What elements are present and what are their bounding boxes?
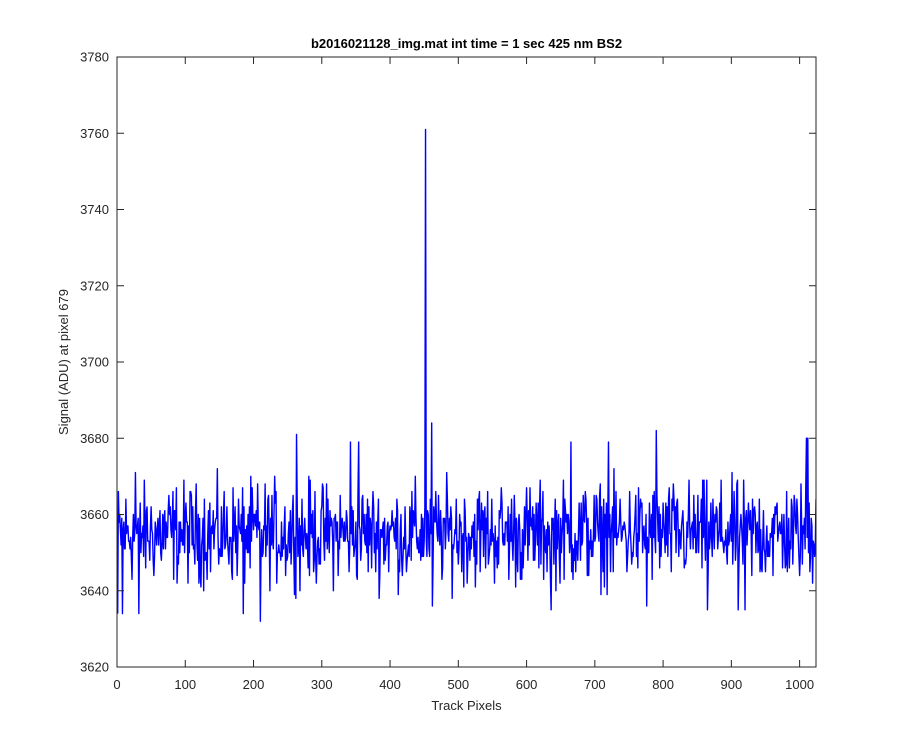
x-tick-label: 500 (447, 677, 469, 692)
series-layer (117, 128, 816, 622)
y-tick-label: 3740 (80, 202, 109, 217)
y-tick-label: 3720 (80, 278, 109, 293)
y-tick-label: 3620 (80, 660, 109, 675)
x-tick-label: 300 (311, 677, 333, 692)
y-axis-label: Signal (ADU) at pixel 679 (56, 289, 71, 435)
y-tick-label: 3660 (80, 507, 109, 522)
y-tick-label: 3640 (80, 583, 109, 598)
x-axis-label: Track Pixels (431, 698, 502, 713)
signal-series-line (117, 128, 816, 622)
y-tick-label: 3680 (80, 431, 109, 446)
chart-title: b2016021128_img.mat int time = 1 sec 425… (311, 36, 622, 51)
x-tick-label: 600 (516, 677, 538, 692)
x-tick-label: 900 (721, 677, 743, 692)
x-tick-label: 100 (174, 677, 196, 692)
x-tick-label: 200 (243, 677, 265, 692)
x-tick-label: 0 (113, 677, 120, 692)
y-tick-label: 3760 (80, 126, 109, 141)
y-tick-label: 3700 (80, 355, 109, 370)
x-tick-label: 700 (584, 677, 606, 692)
y-tick-label: 3780 (80, 50, 109, 65)
x-tick-label: 1000 (785, 677, 814, 692)
x-tick-label: 800 (652, 677, 674, 692)
axes-layer: 0 100 200 300 400 500 600 700 800 900 1000 3620 3640… (80, 50, 817, 692)
x-tick-label: 400 (379, 677, 401, 692)
